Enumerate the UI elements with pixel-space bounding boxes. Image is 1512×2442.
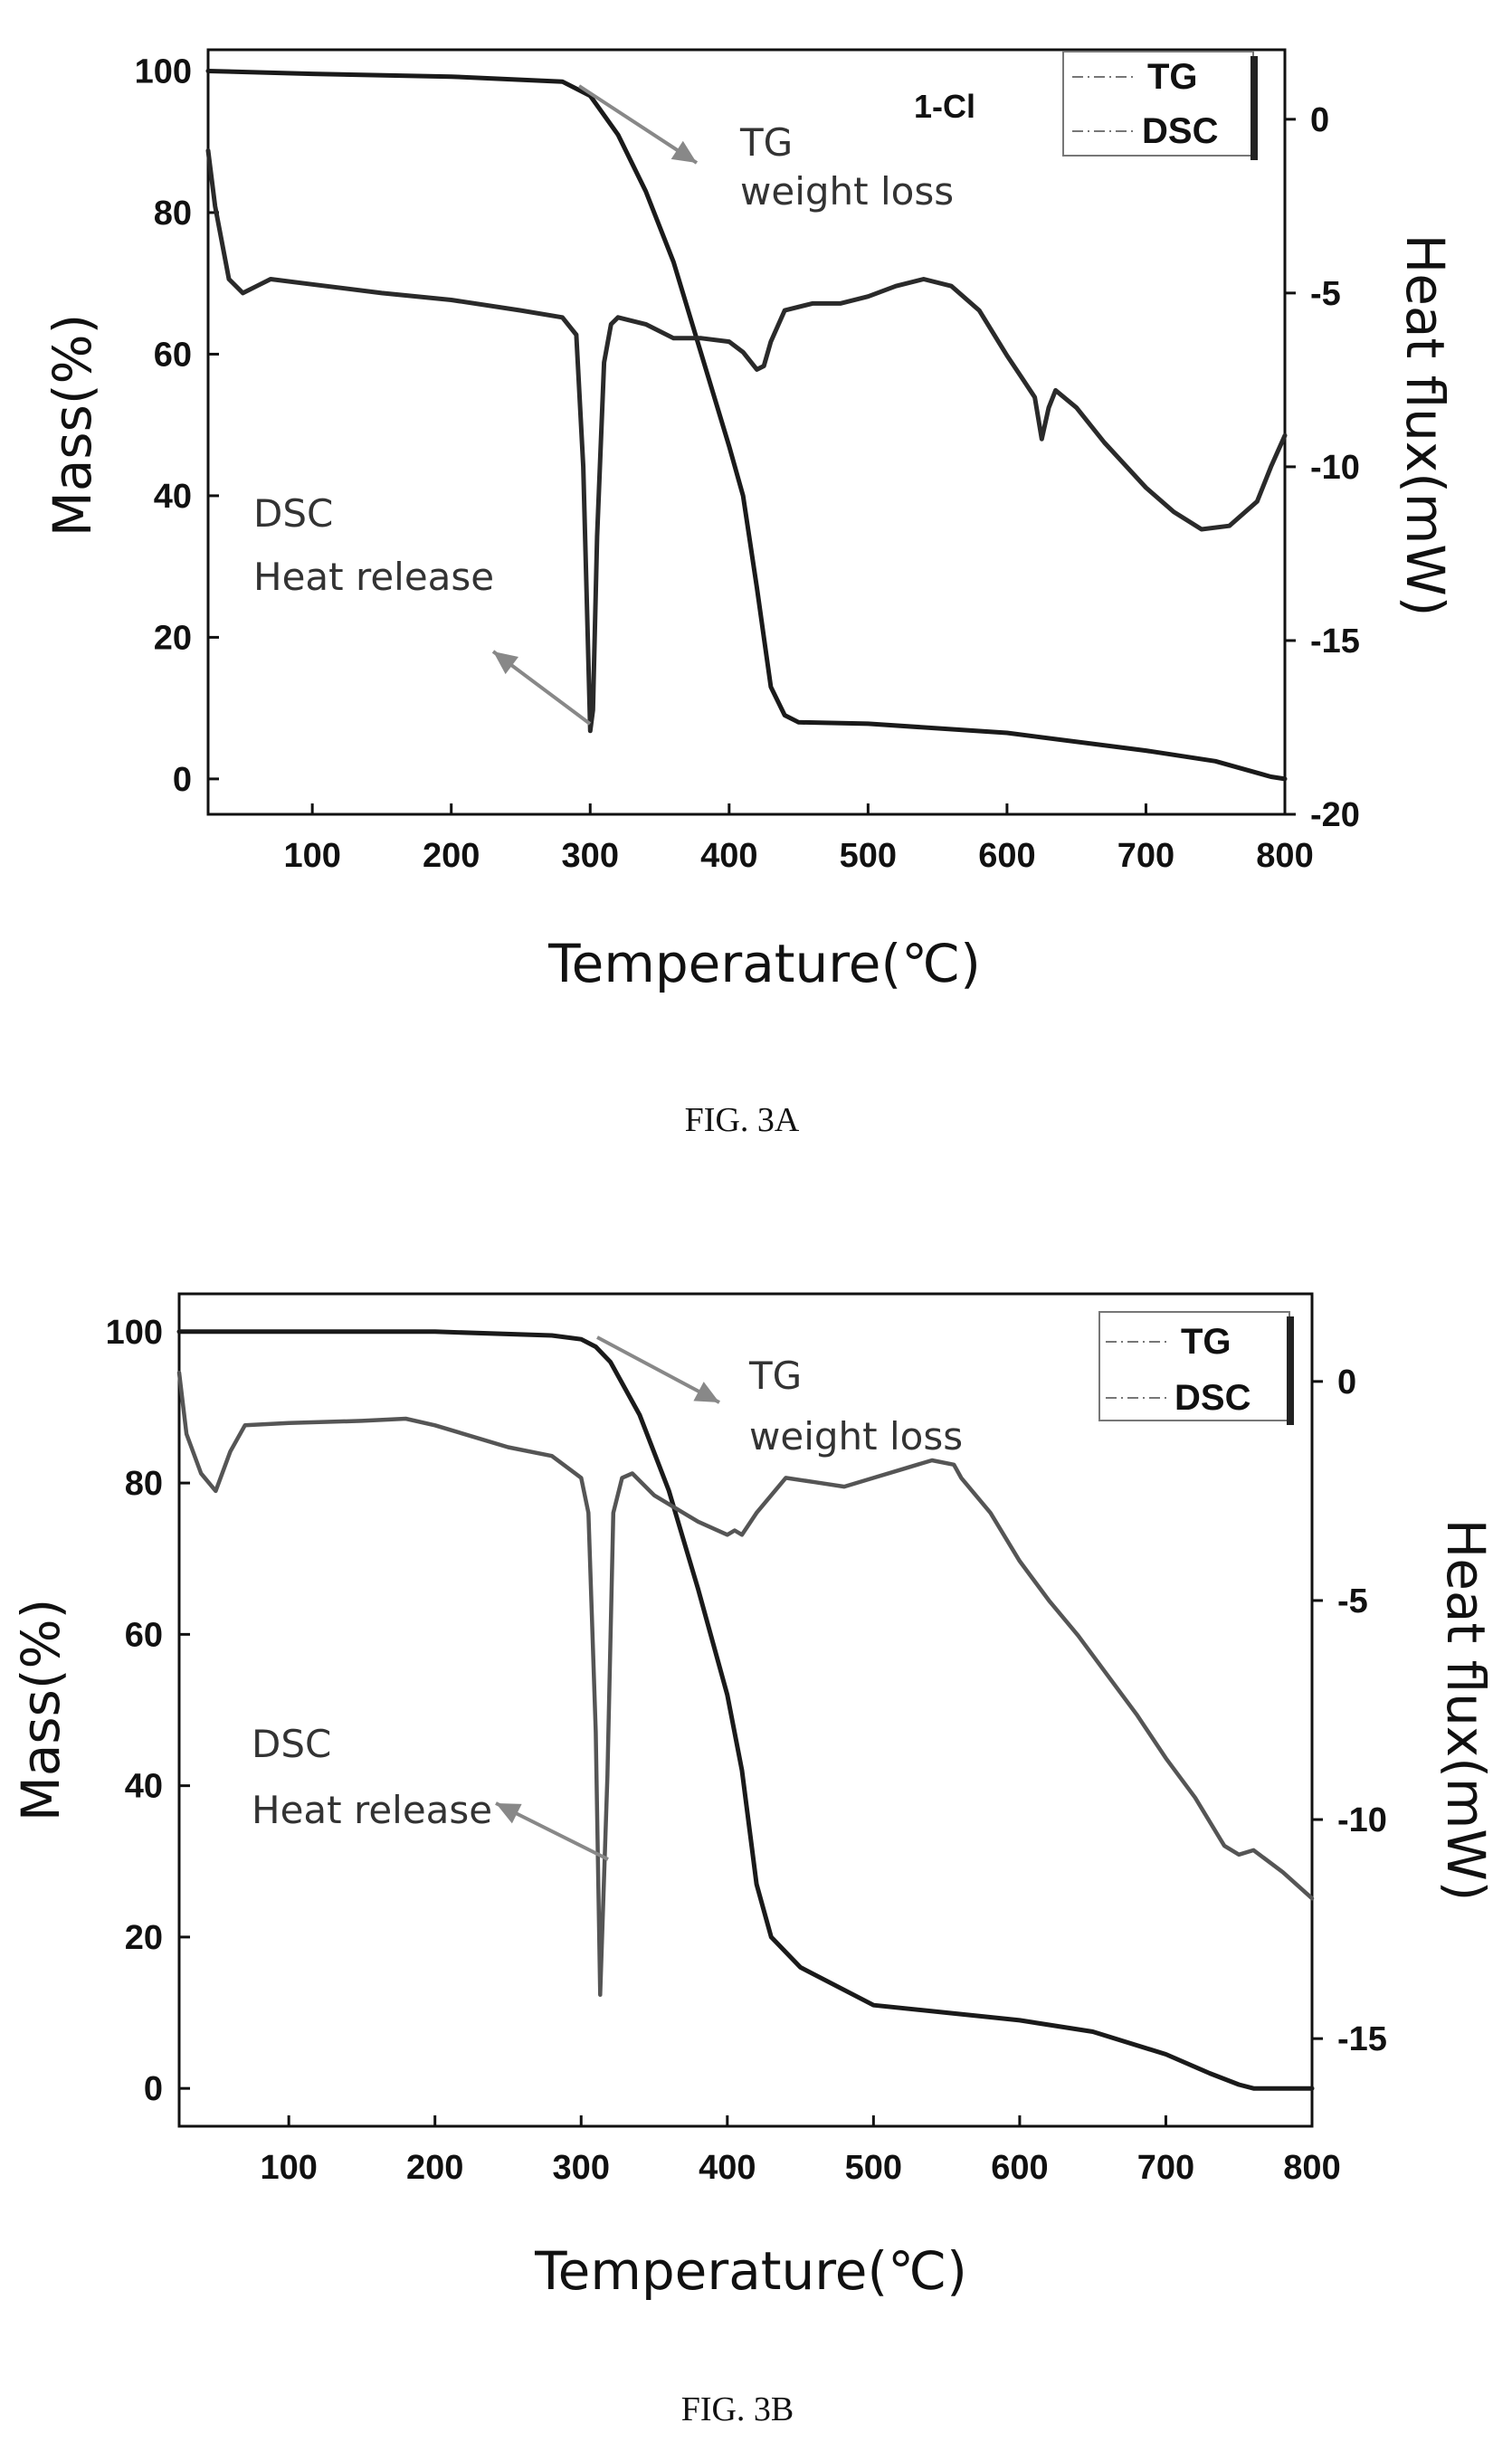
y-tick-label: 20: [125, 1919, 163, 1957]
x-axis-title: Temperature(℃): [547, 933, 981, 994]
figure-caption: FIG. 3A: [685, 1101, 800, 1139]
annotation-text: weight loss: [749, 1414, 963, 1459]
y2-axis-title: Heat flux(mW): [1394, 234, 1456, 617]
annotation-text: TG: [748, 1354, 802, 1398]
x-tick-label: 300: [562, 837, 619, 875]
x-tick-label: 400: [699, 2149, 756, 2187]
annotation-text: Heat release: [253, 555, 494, 599]
figure-3b: 100 200 300 400 500 600 700 800 0 20 40 60 80 100 -1…: [0, 1258, 1512, 2442]
x-axis-title: Temperature(℃): [534, 2240, 967, 2302]
legend: TG DSC: [1062, 51, 1258, 160]
y2-tick-label: 0: [1310, 101, 1329, 139]
legend-box: [1062, 51, 1254, 157]
x-tick-label: 600: [978, 837, 1035, 875]
y2-tick-label: -15: [1310, 622, 1360, 660]
legend-item-tg: TG: [1147, 57, 1198, 97]
annotation-text: Heat release: [252, 1788, 492, 1832]
x-tick-label: 800: [1256, 837, 1313, 875]
legend-item-dsc: DSC: [1174, 1378, 1250, 1418]
y-axis-title: Mass(%): [10, 1599, 71, 1821]
y-tick-label: 60: [154, 336, 192, 374]
y-tick-label: 0: [173, 761, 192, 799]
series-line-tg: [176, 1329, 1315, 2091]
annotation-arrowhead: [496, 1803, 522, 1824]
annotation-arrowhead: [693, 1382, 719, 1402]
figure-3a: 100 200 300 400 500 600 700 800 0 20 40 60 80 100 -2…: [0, 0, 1512, 1158]
y2-axis-title: Heat flux(mW): [1435, 1519, 1497, 1902]
y2-tick-label: -10: [1337, 1801, 1387, 1839]
y2-tick-label: -5: [1337, 1582, 1368, 1620]
chart-label: 1-Cl: [914, 88, 975, 125]
x-tick-label: 100: [283, 837, 340, 875]
annotation-text: DSC: [252, 1722, 331, 1766]
y-tick-label: 80: [154, 195, 192, 233]
annotation-arrowhead: [670, 140, 697, 163]
y2-tick-label: -5: [1310, 275, 1341, 313]
x-tick-label: 700: [1137, 2149, 1194, 2187]
x-tick-label: 400: [700, 837, 757, 875]
y-axis-title: Mass(%): [42, 314, 103, 537]
x-tick-label: 600: [991, 2149, 1048, 2187]
x-tick-label: 200: [406, 2149, 463, 2187]
annotation-arrowhead: [493, 651, 519, 675]
y2-tick-label: 0: [1337, 1364, 1356, 1402]
series-line-dsc: [176, 1370, 1315, 1997]
plot-frame: [177, 1292, 1314, 2128]
y-tick-label: 40: [125, 1768, 163, 1806]
x-tick-label: 200: [423, 837, 480, 875]
y2-tick-label: -20: [1310, 796, 1360, 834]
annotation-text: weight loss: [740, 169, 954, 214]
legend-item-dsc: DSC: [1142, 111, 1218, 151]
legend-item-tg: TG: [1181, 1322, 1231, 1362]
x-tick-label: 300: [553, 2149, 610, 2187]
x-tick-label: 500: [845, 2149, 902, 2187]
legend-shadow: [1250, 56, 1258, 160]
x-tick-label: 700: [1117, 837, 1174, 875]
y-tick-label: 100: [106, 1314, 163, 1352]
x-tick-label: 500: [840, 837, 897, 875]
series-line-dsc: [205, 147, 1288, 734]
legend-box: [1098, 1311, 1290, 1421]
chart-3a-svg: 100 200 300 400 500 600 700 800 0 20 40 60 80 100 -2…: [42, 48, 1456, 1139]
y-tick-label: 0: [144, 2070, 163, 2108]
chart-3b-svg: 100 200 300 400 500 600 700 800 0 20 40 60 80 100 -1…: [10, 1292, 1497, 2428]
y-tick-label: 80: [125, 1465, 163, 1503]
y-tick-label: 20: [154, 619, 192, 657]
y-tick-label: 60: [125, 1616, 163, 1654]
legend-shadow: [1287, 1316, 1294, 1425]
y-tick-label: 100: [135, 52, 192, 90]
annotation-text: DSC: [253, 491, 333, 536]
y-tick-label: 40: [154, 478, 192, 516]
legend: TG DSC: [1098, 1311, 1294, 1425]
x-tick-label: 100: [260, 2149, 317, 2187]
figure-caption: FIG. 3B: [681, 2390, 794, 2428]
y2-tick-label: -10: [1310, 449, 1360, 487]
series-line-tg: [205, 69, 1288, 782]
plot-frame: [206, 48, 1287, 816]
x-tick-label: 800: [1283, 2149, 1340, 2187]
y2-tick-label: -15: [1337, 2020, 1387, 2058]
annotation-text: TG: [739, 120, 793, 165]
